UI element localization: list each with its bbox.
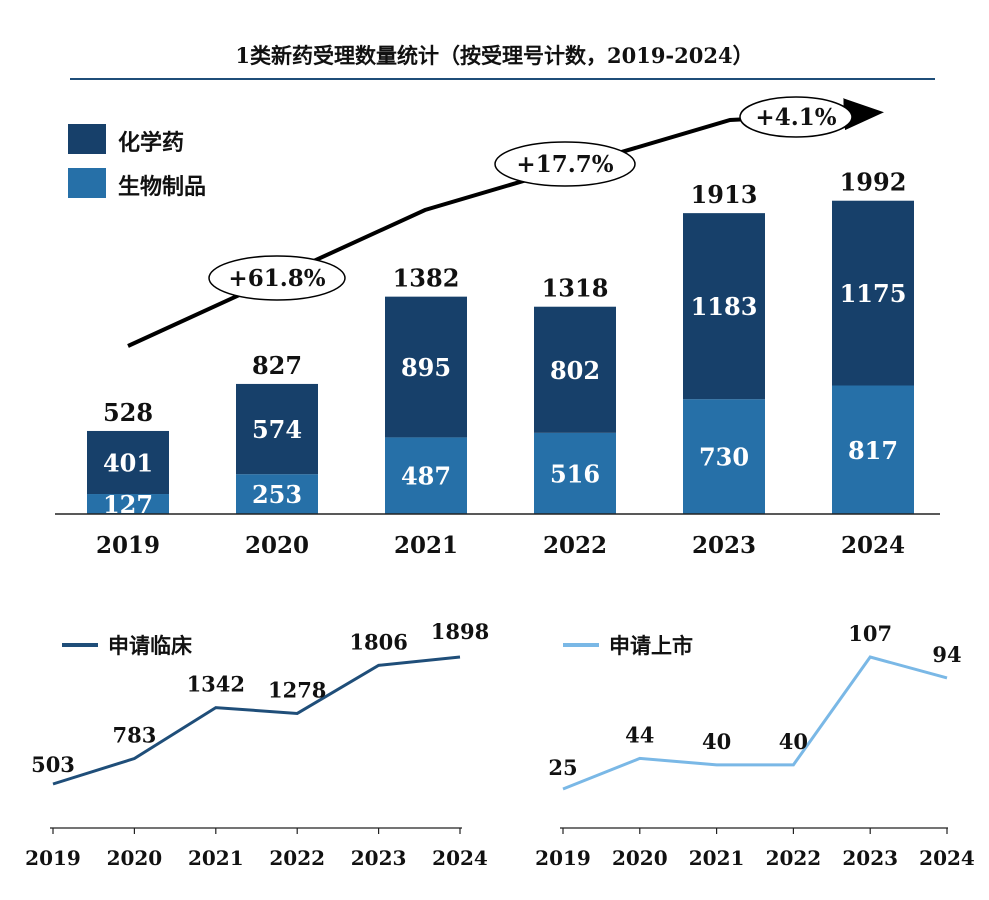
clinical-legend-label: 申请临床 xyxy=(108,634,192,658)
growth-oval-3 xyxy=(739,96,853,138)
x-tick-2021: 2021 xyxy=(394,532,458,559)
bar-chem-2022 xyxy=(534,306,616,433)
clinical-x-tick-2021: 2021 xyxy=(188,846,244,870)
legend-label-chem: 化学药 xyxy=(118,131,185,156)
market-value-2021: 40 xyxy=(702,729,731,754)
x-tick-2022: 2022 xyxy=(543,532,607,559)
growth-label-1: +61.8% xyxy=(228,265,325,292)
label-total-2019: 528 xyxy=(103,398,153,427)
label-chem-2023: 1183 xyxy=(691,292,758,321)
bar-bio-2020 xyxy=(236,474,318,514)
label-chem-2019: 401 xyxy=(103,448,153,477)
bar-chem-2023 xyxy=(683,213,765,400)
market-value-2023: 107 xyxy=(848,621,892,646)
label-chem-2021: 895 xyxy=(401,353,451,382)
label-total-2023: 1913 xyxy=(691,180,758,209)
label-total-2020: 827 xyxy=(252,351,302,380)
market-value-2019: 25 xyxy=(548,755,577,780)
market-x-tick-2022: 2022 xyxy=(766,846,822,870)
market-x-tick-2020: 2020 xyxy=(612,846,668,870)
bar-bio-2021 xyxy=(385,437,467,514)
clinical-x-tick-2024: 2024 xyxy=(432,846,488,870)
clinical-value-2022: 1278 xyxy=(268,677,326,702)
x-tick-2020: 2020 xyxy=(245,532,309,559)
legend-swatch-bio xyxy=(68,168,106,198)
x-tick-2019: 2019 xyxy=(96,532,160,559)
chart-title: 1类新药受理数量统计（按受理号计数，2019-2024） xyxy=(235,43,754,68)
label-chem-2020: 574 xyxy=(252,415,302,444)
market-legend-label: 申请上市 xyxy=(609,634,693,658)
legend-label-bio: 生物制品 xyxy=(118,175,207,200)
market-x-tick-2023: 2023 xyxy=(842,846,898,870)
label-bio-2020: 253 xyxy=(252,480,302,509)
market-value-2022: 40 xyxy=(779,729,808,754)
bar-chem-2024 xyxy=(832,200,914,386)
bar-chem-2020 xyxy=(236,383,318,475)
bar-bio-2019 xyxy=(87,494,169,514)
clinical-x-tick-2023: 2023 xyxy=(351,846,407,870)
title-divider xyxy=(70,78,935,80)
label-chem-2024: 1175 xyxy=(840,279,907,308)
x-tick-2024: 2024 xyxy=(841,532,905,559)
x-tick-2023: 2023 xyxy=(692,532,756,559)
clinical-value-2021: 1342 xyxy=(187,672,245,697)
legend-swatch-chem xyxy=(68,124,106,154)
market-series-line xyxy=(562,655,948,791)
clinical-x-tick-2019: 2019 xyxy=(25,846,81,870)
label-bio-2024: 817 xyxy=(848,436,898,465)
label-bio-2022: 516 xyxy=(550,459,600,488)
market-x-tick-2019: 2019 xyxy=(535,846,591,870)
growth-oval-1 xyxy=(208,255,346,301)
label-chem-2022: 802 xyxy=(550,356,600,385)
bar-chem-2021 xyxy=(385,296,467,438)
clinical-value-2019: 503 xyxy=(31,752,75,777)
label-total-2024: 1992 xyxy=(840,168,907,197)
label-total-2021: 1382 xyxy=(393,264,460,293)
label-total-2022: 1318 xyxy=(542,274,609,303)
label-bio-2021: 487 xyxy=(401,462,451,491)
market-value-2024: 94 xyxy=(932,642,961,667)
bar-bio-2023 xyxy=(683,399,765,514)
clinical-value-2020: 783 xyxy=(112,723,156,748)
growth-label-2: +17.7% xyxy=(516,151,613,178)
clinical-value-2023: 1806 xyxy=(349,629,407,654)
market-x-tick-2021: 2021 xyxy=(689,846,745,870)
clinical-x-tick-2022: 2022 xyxy=(269,846,325,870)
bar-bio-2024 xyxy=(832,385,914,514)
bar-chem-2019 xyxy=(87,430,169,495)
clinical-x-tick-2020: 2020 xyxy=(107,846,163,870)
market-value-2020: 44 xyxy=(625,722,654,747)
market-x-tick-2024: 2024 xyxy=(919,846,975,870)
growth-oval-2 xyxy=(494,141,636,187)
clinical-value-2024: 1898 xyxy=(431,619,489,644)
label-bio-2023: 730 xyxy=(699,443,749,472)
clinical-series-line xyxy=(52,655,461,786)
bar-bio-2022 xyxy=(534,432,616,514)
growth-label-3: +4.1% xyxy=(755,104,836,131)
